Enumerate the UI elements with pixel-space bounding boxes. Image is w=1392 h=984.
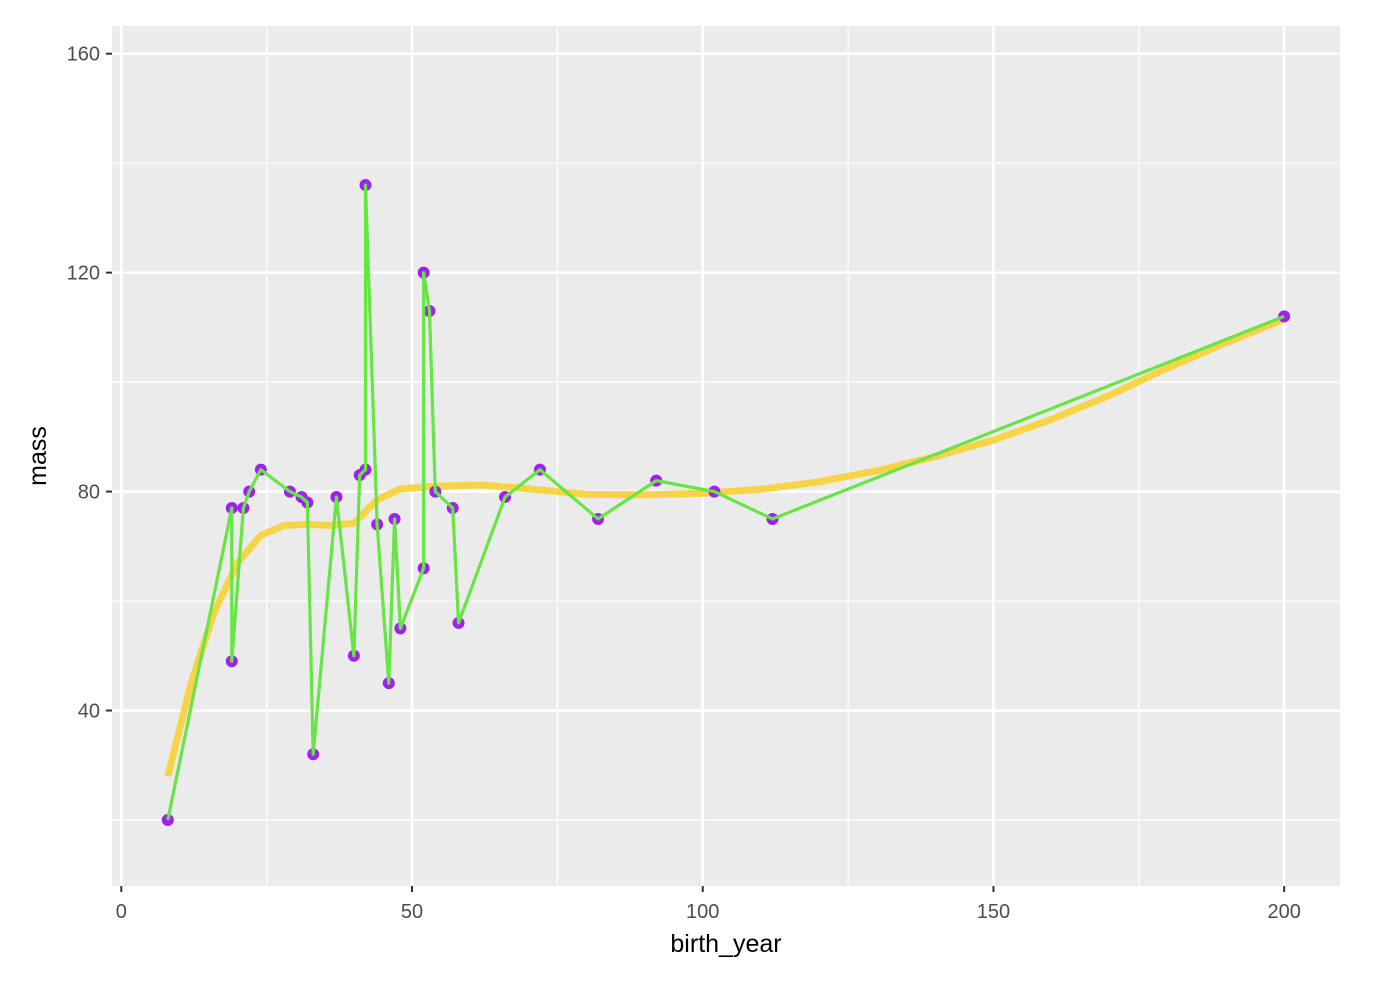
connecting-line xyxy=(166,183,1285,821)
x-tick-label: 200 xyxy=(1267,901,1300,923)
x-tick-label: 150 xyxy=(977,901,1010,923)
plot-panel xyxy=(112,26,1340,886)
y-tick-label: 40 xyxy=(78,701,100,723)
x-tick-label: 100 xyxy=(686,901,719,923)
smooth-trend-line xyxy=(164,315,1286,778)
x-tick-label: 50 xyxy=(401,901,423,923)
y-axis-title: mass xyxy=(24,426,52,486)
y-tick-label: 120 xyxy=(67,263,100,285)
axis-ticks: 0 50 100 150 200 40 80 120 160 xyxy=(67,44,1301,923)
y-tick-label: 160 xyxy=(67,44,100,66)
series-layer xyxy=(161,179,1291,826)
y-tick-label: 80 xyxy=(78,482,100,504)
minor-gridlines xyxy=(112,26,1340,886)
x-tick-label: 0 xyxy=(116,901,127,923)
x-axis-title: birth_year xyxy=(670,930,781,958)
